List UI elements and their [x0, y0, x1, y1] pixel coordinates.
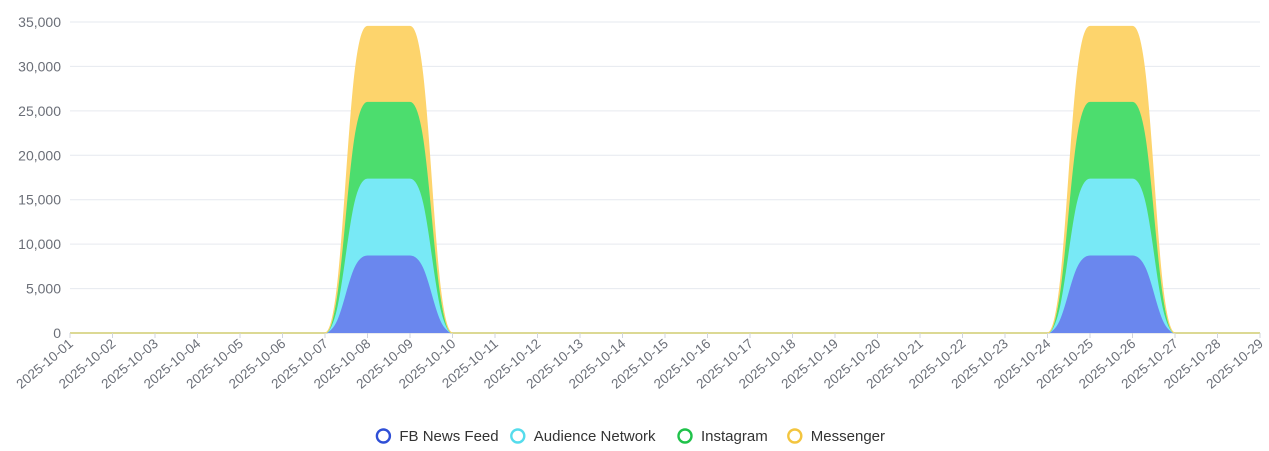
y-tick-label: 35,000 [18, 14, 61, 30]
x-axis: 2025-10-012025-10-022025-10-032025-10-04… [13, 333, 1266, 392]
y-tick-label: 0 [53, 325, 61, 341]
legend-item-fb-news-feed[interactable]: FB News Feed [375, 428, 499, 445]
legend-marker-icon [787, 428, 803, 444]
y-tick-label: 15,000 [18, 192, 61, 208]
legend-item-messenger[interactable]: Messenger [787, 428, 885, 445]
legend-marker-icon [510, 428, 526, 444]
grid-lines [70, 21, 1260, 334]
legend-label: Messenger [811, 428, 885, 445]
series-areas [69, 25, 1260, 334]
y-tick-label: 10,000 [18, 236, 61, 252]
legend-label: FB News Feed [399, 428, 498, 445]
legend-label: Audience Network [534, 428, 656, 445]
legend-label: Instagram [701, 428, 768, 445]
y-tick-label: 30,000 [18, 58, 61, 74]
legend-item-audience-network[interactable]: Audience Network [510, 428, 656, 445]
legend-item-instagram[interactable]: Instagram [677, 428, 768, 445]
y-axis: 0 5,000 10,000 15,000 20,000 25,000 30,000 35,0… [18, 14, 61, 341]
y-tick-label: 25,000 [18, 103, 61, 119]
legend-marker-icon [375, 428, 392, 444]
legend-marker-icon [677, 428, 693, 444]
legend: FB News Feed Audience Network Instagram Mes… [375, 428, 885, 445]
y-tick-label: 20,000 [18, 147, 61, 163]
area-messenger [70, 26, 1260, 333]
y-tick-label: 5,000 [26, 281, 61, 297]
area-fb-news-feed [70, 256, 1260, 333]
area-instagram [70, 102, 1260, 334]
area-audience-network [70, 179, 1260, 333]
